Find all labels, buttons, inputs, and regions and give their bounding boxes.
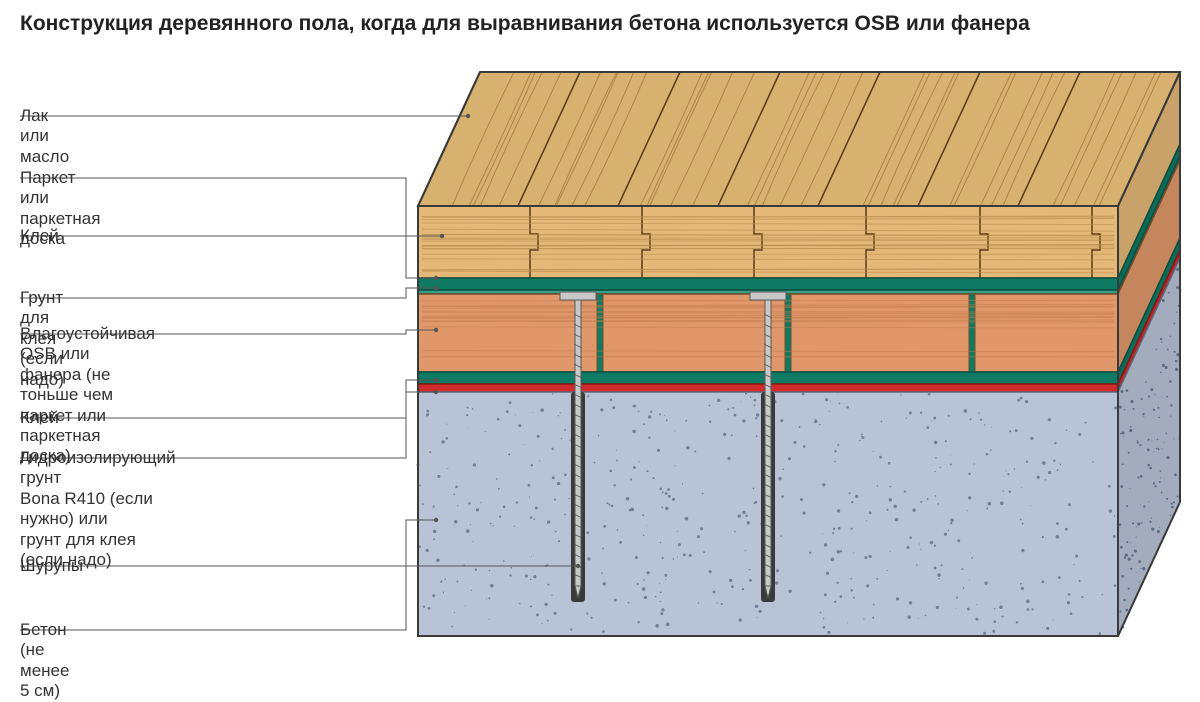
label-glue2: Клей [20, 408, 59, 428]
label-waterproof: Гидроизолирующий грунт Bona R410 (если н… [20, 448, 176, 570]
label-screws: Шурупы [20, 556, 83, 576]
label-concrete: Бетон (не менее 5 см) [20, 620, 69, 702]
diagram-svg [0, 0, 1200, 667]
label-osb: Влагоустойчивая OSB или фанера (не тоньш… [20, 324, 155, 467]
label-glue1: Клей [20, 226, 59, 246]
diagram-title: Конструкция деревянного пола, когда для … [20, 12, 1030, 36]
label-lacquer: Лак или масло [20, 106, 69, 167]
